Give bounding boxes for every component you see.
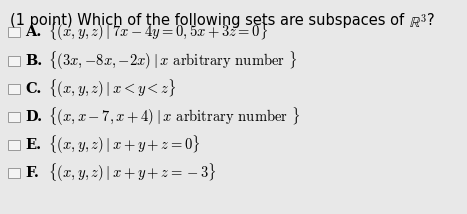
FancyBboxPatch shape — [8, 112, 20, 122]
Text: E.: E. — [26, 138, 42, 152]
Text: ?: ? — [427, 13, 435, 28]
Text: $\{(x, y, z) \mid x + y + z = 0\}$: $\{(x, y, z) \mid x + y + z = 0\}$ — [48, 134, 200, 156]
Text: $\{(x, y, z) \mid x < y < z\}$: $\{(x, y, z) \mid x < y < z\}$ — [48, 77, 176, 100]
FancyBboxPatch shape — [8, 168, 20, 178]
Text: $\{(x, y, z) \mid 7x - 4y = 0, 5x + 3z = 0\}$: $\{(x, y, z) \mid 7x - 4y = 0, 5x + 3z =… — [48, 21, 268, 43]
Text: $\mathbb{R}^3$: $\mathbb{R}^3$ — [409, 13, 427, 31]
Text: D.: D. — [26, 110, 42, 124]
Text: $\{(x, y, z) \mid x + y + z = -3\}$: $\{(x, y, z) \mid x + y + z = -3\}$ — [48, 162, 216, 184]
FancyBboxPatch shape — [8, 27, 20, 37]
FancyBboxPatch shape — [8, 56, 20, 66]
Text: $\{(3x, {-}8x, {-}2x) \mid x \text{ arbitrary number }\}$: $\{(3x, {-}8x, {-}2x) \mid x \text{ arbi… — [48, 50, 297, 72]
Text: C.: C. — [26, 82, 42, 96]
Text: (1 point) Which of the following sets are subspaces of: (1 point) Which of the following sets ar… — [10, 13, 409, 28]
FancyBboxPatch shape — [8, 84, 20, 94]
Text: F.: F. — [26, 166, 39, 180]
FancyBboxPatch shape — [8, 140, 20, 150]
Text: B.: B. — [26, 54, 43, 68]
Text: $\{(x, x - 7, x + 4) \mid x \text{ arbitrary number }\}$: $\{(x, x - 7, x + 4) \mid x \text{ arbit… — [48, 106, 300, 128]
Text: A.: A. — [26, 25, 42, 39]
